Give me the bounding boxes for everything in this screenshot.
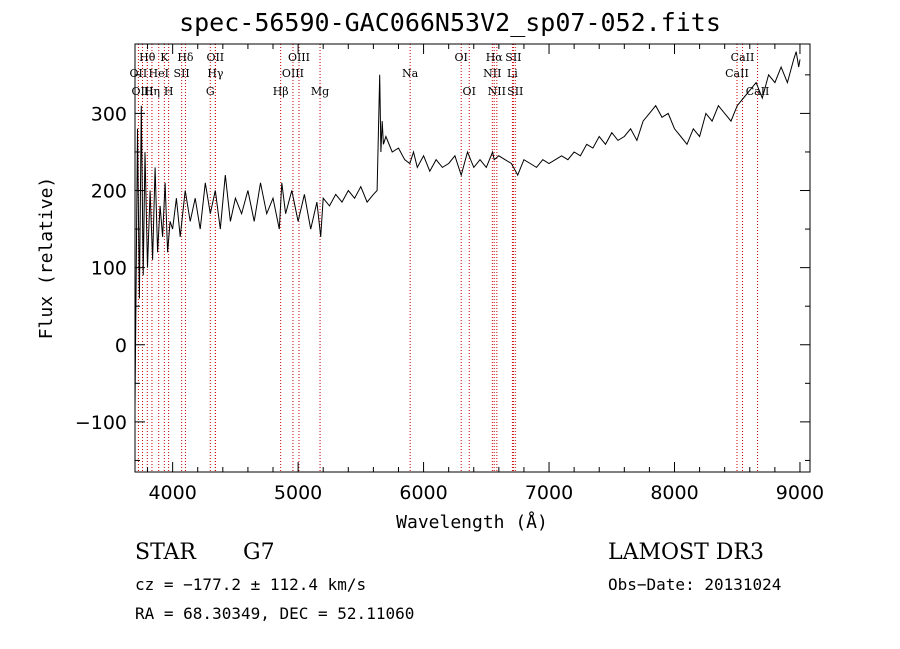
line-label-11: G	[206, 85, 215, 98]
y-tick-label-4: 300	[91, 103, 127, 125]
y-tick-label-0: −100	[75, 412, 127, 434]
line-label-24: SII	[507, 85, 523, 98]
line-label-19: Hα	[486, 51, 504, 64]
spectrum-series-line	[134, 51, 801, 407]
line-label-9: Hη	[144, 85, 160, 98]
line-label-17: OI	[455, 51, 468, 64]
x-tick-label-0: 4000	[148, 482, 196, 504]
line-label-22: Li	[507, 67, 518, 80]
x-tick-label-1: 5000	[274, 482, 322, 504]
line-label-18: OI	[463, 85, 476, 98]
line-label-3: OII	[206, 51, 224, 64]
line-label-15: Mg	[311, 85, 329, 98]
x-axis-ticks: 4000 5000 6000 7000 8000 9000	[147, 44, 824, 504]
x-tick-label-2: 6000	[399, 482, 447, 504]
line-label-27: CaII	[746, 85, 770, 98]
line-label-0: Hθ	[139, 51, 156, 64]
line-label-12: OIII	[288, 51, 310, 64]
line-label-13: OIII	[282, 67, 304, 80]
chart-title: spec-56590-GAC066N53V2_sp07-052.fits	[179, 8, 721, 37]
observation-date: Obs−Date: 20131024	[608, 575, 782, 594]
line-label-6: SII	[174, 67, 190, 80]
y-tick-label-1: 0	[115, 335, 127, 357]
spectral-subclass: G7	[243, 540, 275, 565]
line-label-14: Hβ	[273, 85, 289, 98]
line-label-26: CaII	[725, 67, 749, 80]
line-label-7: Hγ	[207, 67, 224, 80]
line-label-5: HeI	[148, 67, 168, 80]
object-type: STAR	[135, 540, 196, 565]
plot-frame	[134, 43, 811, 473]
line-label-8: OIII	[131, 85, 153, 98]
line-label-1: K	[160, 51, 169, 64]
line-label-21: NII	[483, 67, 501, 80]
x-tick-label-5: 9000	[776, 482, 824, 504]
x-axis-title: Wavelength (Å)	[396, 511, 548, 533]
x-tick-label-4: 8000	[650, 482, 698, 504]
line-label-16: Na	[402, 67, 419, 80]
y-tick-label-3: 200	[91, 181, 127, 203]
line-label-20: SII	[505, 51, 521, 64]
y-tick-label-2: 100	[91, 258, 127, 280]
x-tick-label-3: 7000	[525, 482, 573, 504]
line-label-10: H	[164, 85, 174, 98]
line-label-23: NII	[488, 85, 506, 98]
coordinates: RA = 68.30349, DEC = 52.11060	[135, 604, 415, 623]
line-label-25: CaII	[731, 51, 755, 64]
emission-line-markers	[137, 44, 759, 472]
redshift-cz: cz = −177.2 ± 112.4 km/s	[135, 575, 367, 594]
y-axis-ticks: −100 0 100 200 300	[75, 74, 810, 461]
line-label-2: Hδ	[177, 51, 194, 64]
survey-name: LAMOST DR3	[608, 540, 764, 565]
y-axis-title: Flux (relative)	[36, 177, 57, 340]
line-label-4: OII	[130, 67, 148, 80]
